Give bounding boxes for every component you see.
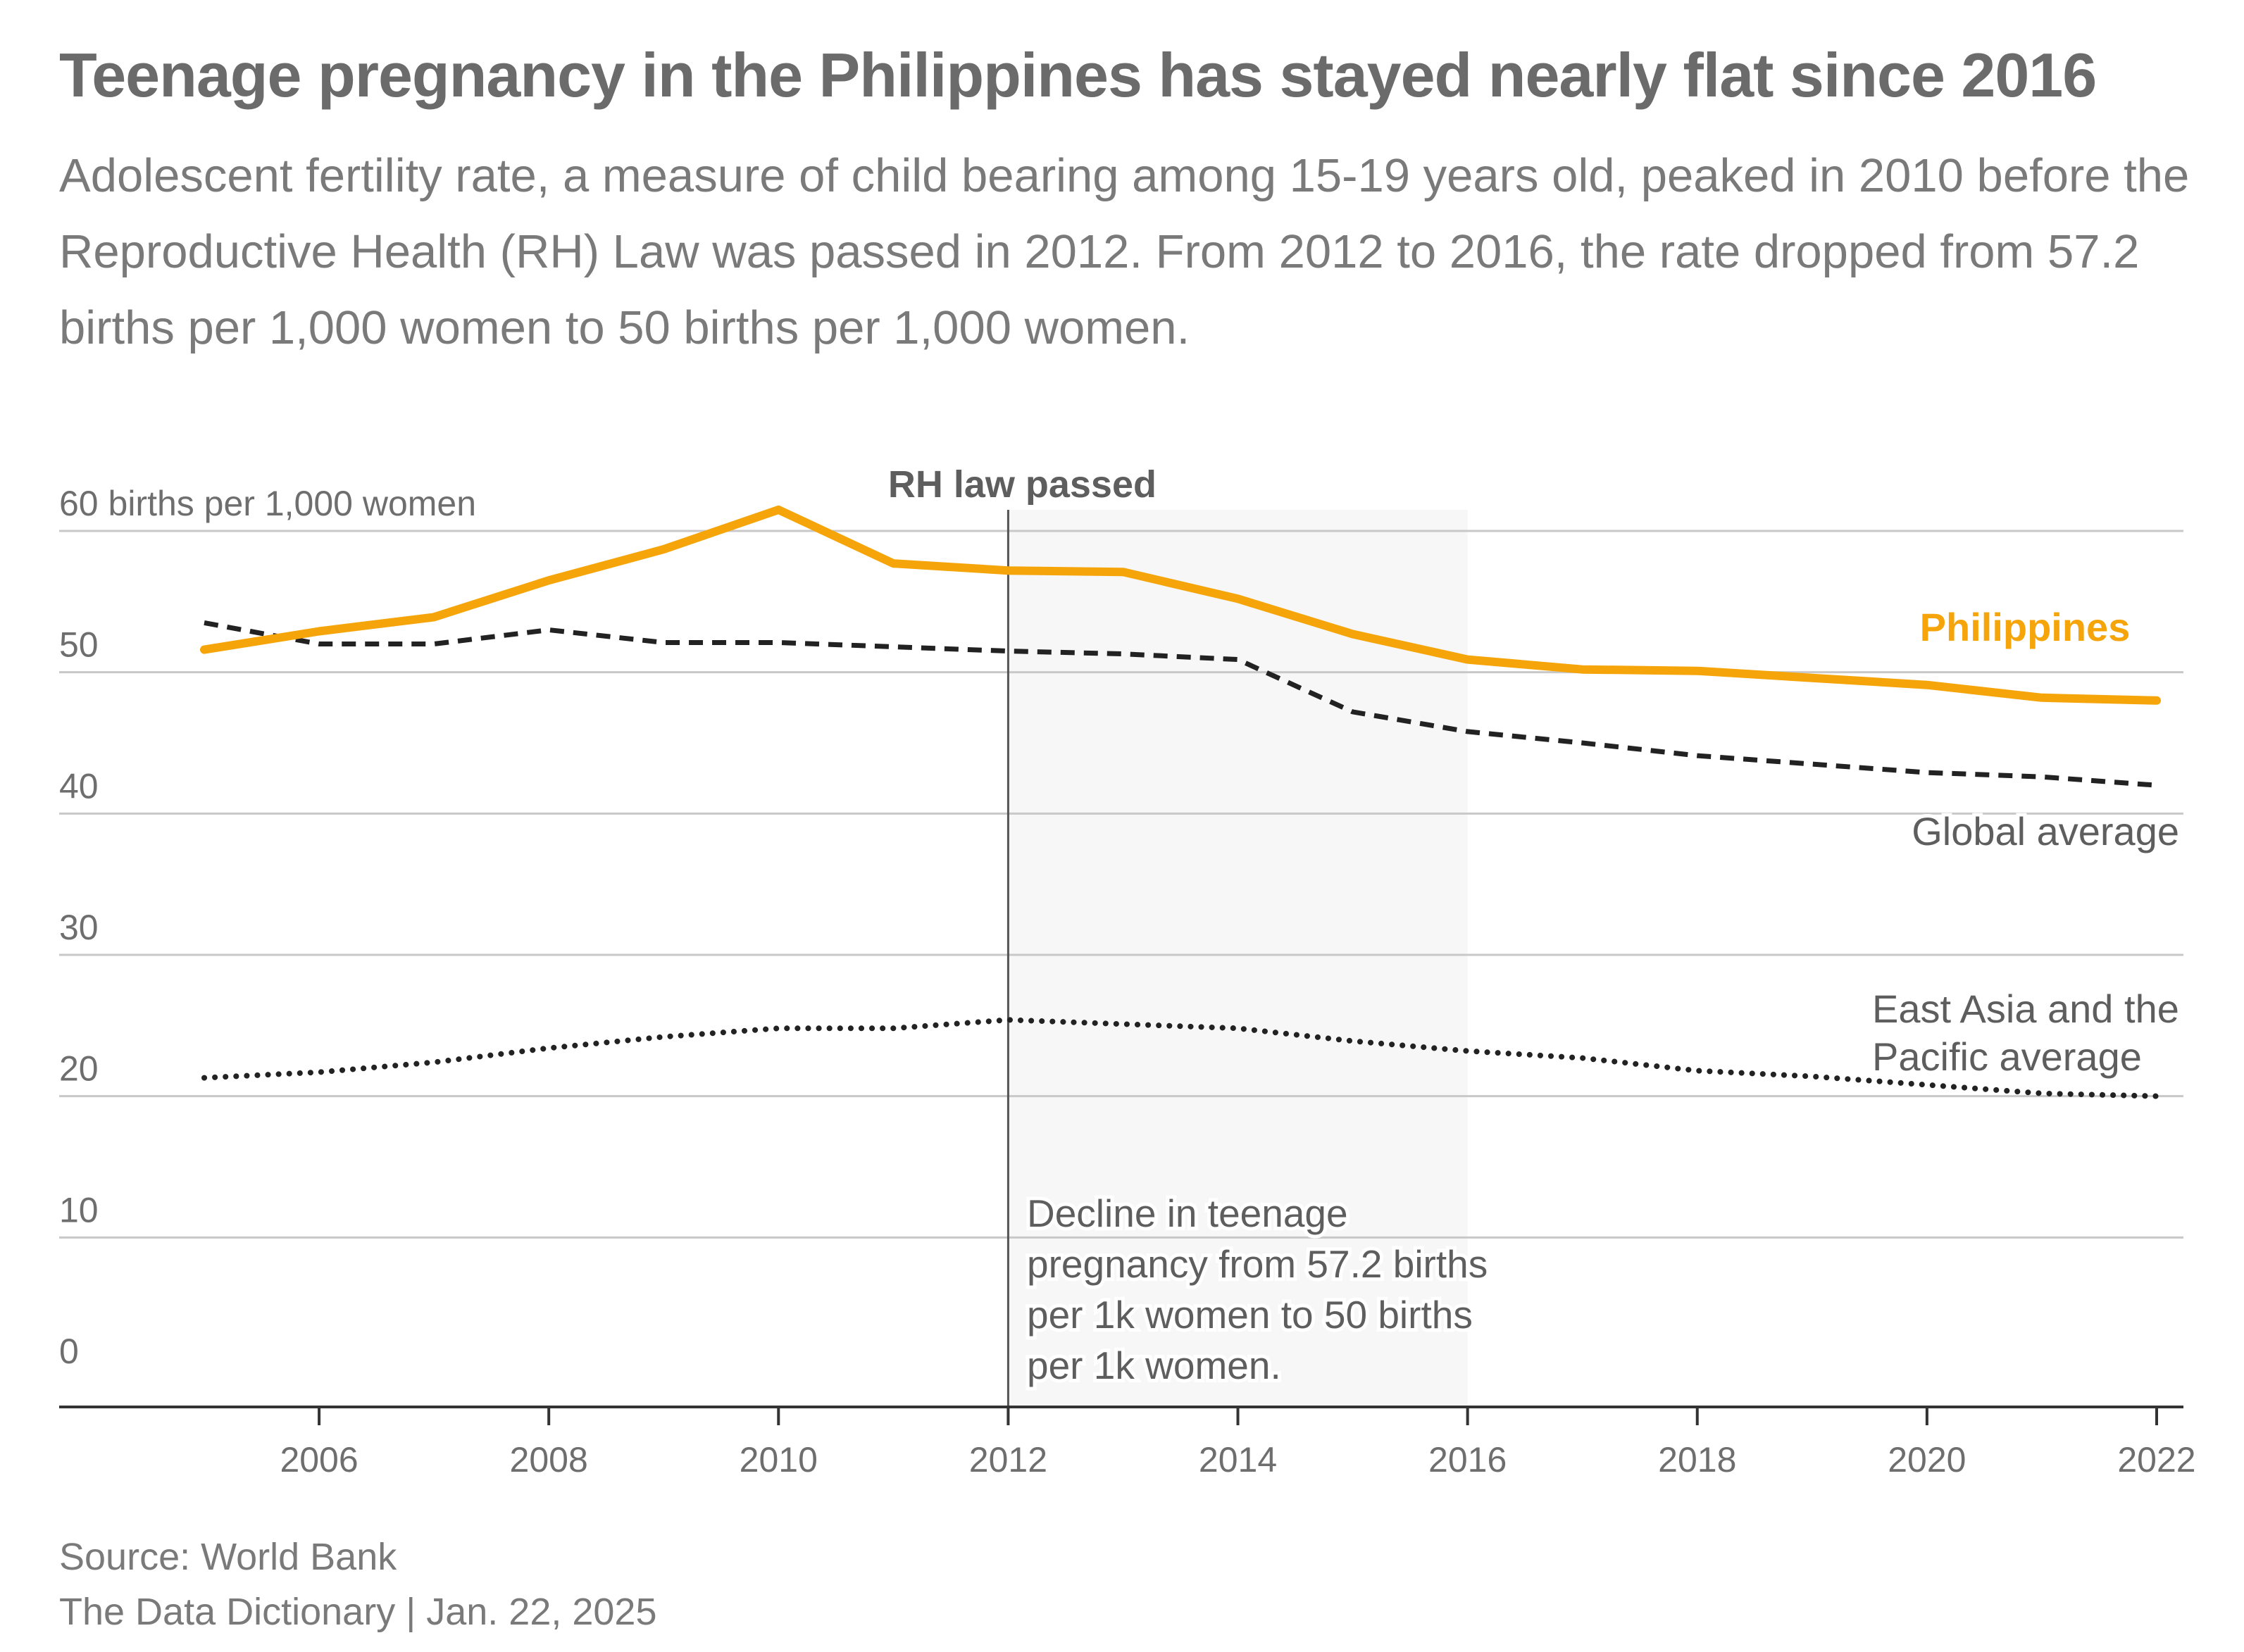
series-label-east-asia-line-2: Pacific average [1872,1034,2142,1079]
decline-note-line-2: pregnancy from 57.2 births [1027,1242,1488,1286]
x-tick-label-2010: 2010 [740,1440,818,1479]
series-label-east-asia-line-1: East Asia and the [1872,987,2179,1031]
shaded-range-2012-2016 [1008,510,1468,1407]
y-tick-label-50: 50 [59,625,99,665]
credit-line: The Data Dictionary | Jan. 22, 2025 [59,1591,657,1633]
x-tick-label-2008: 2008 [510,1440,588,1479]
x-tick-label-2022: 2022 [2117,1440,2195,1479]
series-label-philippines: Philippines [1920,605,2131,649]
rh-law-label: RH law passed [888,463,1157,506]
series-line-global-average [204,620,2157,788]
x-tick-label-2012: 2012 [969,1440,1047,1479]
series-line-east-asia-and-the-pacific-average [201,1017,2159,1099]
y-tick-label-20: 20 [59,1049,99,1089]
chart-subtitle: Adolescent fertility rate, a measure of … [59,149,2190,354]
decline-note-line-4: per 1k women. [1027,1344,1281,1387]
y-tick-label-0: 0 [59,1332,79,1371]
y-tick-label-60: 60 births per 1,000 women [59,484,476,523]
series-label-global-average: Global average [1912,809,2179,853]
decline-note-line-3: per 1k women to 50 births [1027,1293,1473,1337]
y-tick-label-10: 10 [59,1190,99,1229]
source-note: Source: World Bank [59,1536,397,1578]
decline-note-line-1: Decline in teenage [1027,1191,1348,1235]
series-line-philippines [200,505,2161,705]
x-tick-label-2014: 2014 [1199,1440,1277,1479]
chart-title: Teenage pregnancy in the Philippines has… [59,40,2097,110]
x-tick-label-2018: 2018 [1658,1440,1736,1479]
x-tick-label-2020: 2020 [1888,1440,1966,1479]
y-tick-label-40: 40 [59,766,99,806]
x-tick-label-2006: 2006 [280,1440,358,1479]
x-tick-label-2016: 2016 [1428,1440,1507,1479]
y-tick-label-30: 30 [59,908,99,947]
